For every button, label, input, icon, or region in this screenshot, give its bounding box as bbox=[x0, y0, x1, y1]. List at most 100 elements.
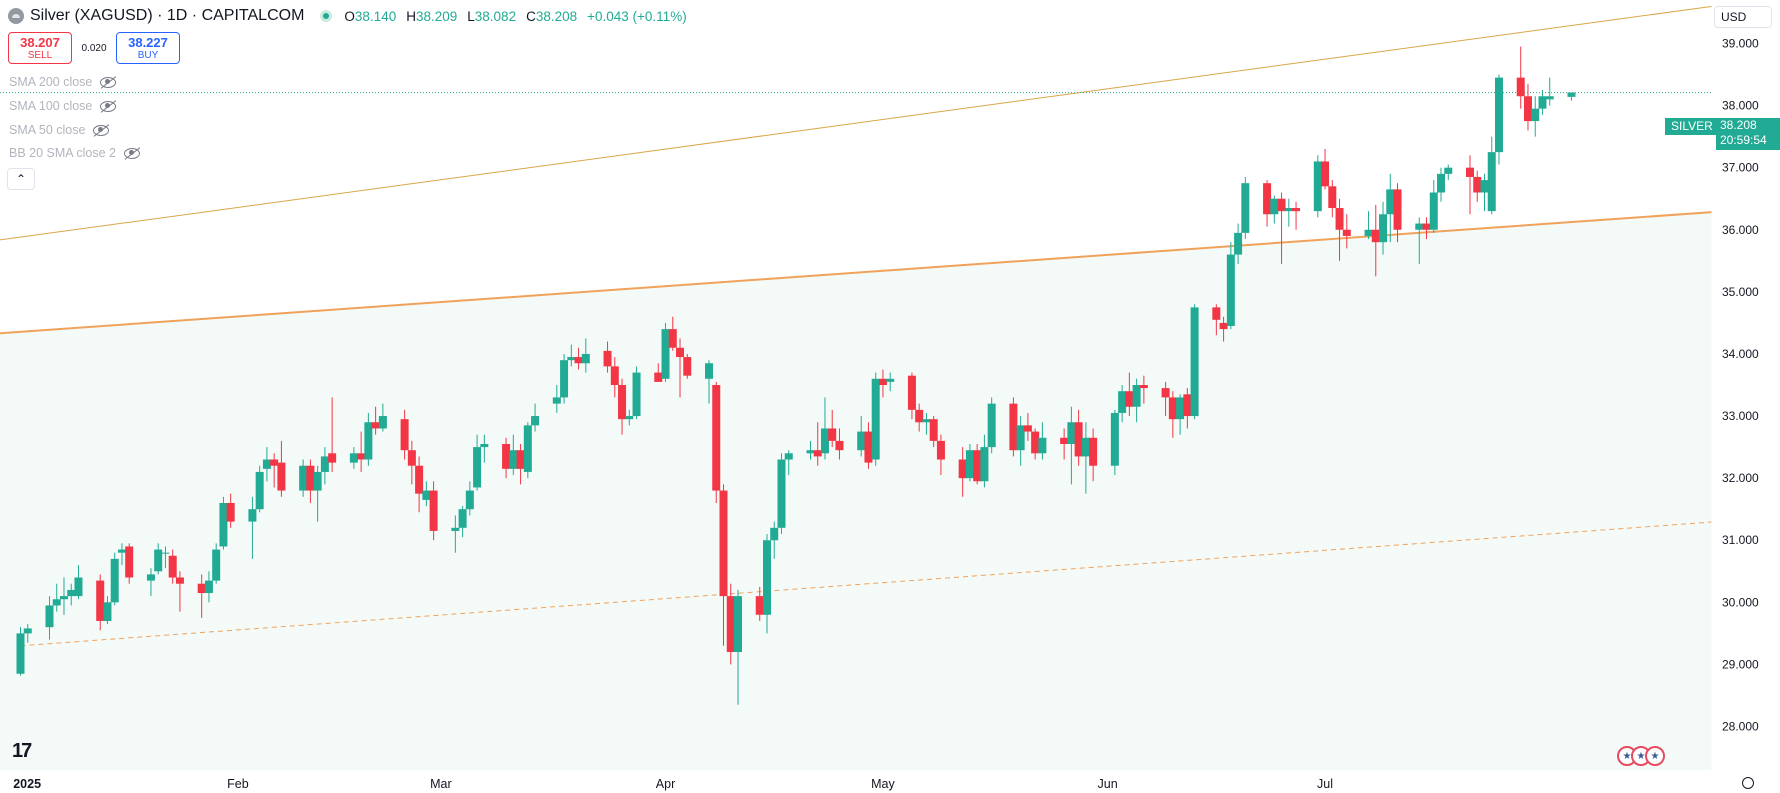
candle[interactable] bbox=[1444, 164, 1453, 181]
candle[interactable] bbox=[1335, 198, 1344, 261]
candle[interactable] bbox=[958, 447, 967, 497]
candle[interactable] bbox=[1212, 304, 1221, 336]
candle[interactable] bbox=[712, 381, 721, 503]
candle[interactable] bbox=[1139, 375, 1148, 404]
candle[interactable] bbox=[878, 369, 887, 398]
candle[interactable] bbox=[922, 412, 931, 435]
candle[interactable] bbox=[1429, 180, 1438, 233]
candle[interactable] bbox=[1342, 214, 1351, 249]
candle[interactable] bbox=[1219, 316, 1228, 342]
candle[interactable] bbox=[110, 552, 119, 606]
candle[interactable] bbox=[581, 338, 590, 373]
candle[interactable] bbox=[755, 586, 764, 621]
legend-sma-100[interactable]: SMA 100 close bbox=[9, 99, 117, 113]
candle[interactable] bbox=[1379, 201, 1388, 255]
candle[interactable] bbox=[813, 422, 822, 466]
legend-sma-50[interactable]: SMA 50 close bbox=[9, 123, 110, 137]
candle[interactable] bbox=[1190, 304, 1199, 420]
candle[interactable] bbox=[154, 543, 163, 575]
legend-bb-20[interactable]: BB 20 SMA close 2 bbox=[9, 146, 141, 160]
candle[interactable] bbox=[16, 627, 25, 676]
candle[interactable] bbox=[168, 549, 177, 584]
candle[interactable] bbox=[1234, 223, 1243, 264]
candle[interactable] bbox=[1060, 428, 1069, 460]
candle[interactable] bbox=[1386, 173, 1395, 243]
candle[interactable] bbox=[871, 372, 880, 466]
candle[interactable] bbox=[415, 456, 424, 513]
candle[interactable] bbox=[349, 447, 358, 469]
candle[interactable] bbox=[516, 443, 525, 485]
candle[interactable] bbox=[915, 403, 924, 432]
candle[interactable] bbox=[1110, 409, 1119, 476]
candle[interactable] bbox=[857, 416, 866, 457]
candle[interactable] bbox=[378, 403, 387, 432]
candle[interactable] bbox=[1516, 46, 1525, 109]
candle[interactable] bbox=[1067, 406, 1076, 485]
channel-line-upper[interactable] bbox=[0, 5, 1712, 241]
candle[interactable] bbox=[117, 543, 126, 566]
candle[interactable] bbox=[299, 459, 308, 497]
candle[interactable] bbox=[255, 465, 264, 513]
candle[interactable] bbox=[1277, 192, 1286, 264]
candle[interactable] bbox=[734, 589, 742, 705]
candle[interactable] bbox=[1183, 388, 1192, 429]
collapse-legend-button[interactable]: ⌃ bbox=[7, 168, 35, 190]
eye-crossed-icon[interactable] bbox=[124, 147, 141, 159]
candle[interactable] bbox=[973, 443, 982, 485]
candle[interactable] bbox=[357, 431, 366, 472]
candle[interactable] bbox=[1118, 385, 1127, 423]
candle[interactable] bbox=[1081, 422, 1090, 494]
candle[interactable] bbox=[625, 409, 634, 426]
candle[interactable] bbox=[705, 360, 714, 404]
candle[interactable] bbox=[654, 363, 663, 382]
candle[interactable] bbox=[52, 583, 61, 612]
candle[interactable] bbox=[45, 596, 54, 640]
candle[interactable] bbox=[1125, 372, 1134, 417]
candle[interactable] bbox=[886, 372, 895, 392]
candle[interactable] bbox=[719, 484, 728, 646]
candle[interactable] bbox=[1523, 83, 1532, 131]
candle[interactable] bbox=[603, 341, 612, 373]
legend-sma-200[interactable]: SMA 200 close bbox=[9, 75, 117, 89]
candle[interactable] bbox=[407, 440, 416, 485]
candle[interactable] bbox=[835, 428, 844, 460]
candle[interactable] bbox=[1567, 92, 1576, 101]
candle[interactable] bbox=[1422, 217, 1431, 240]
candle[interactable] bbox=[1089, 428, 1098, 482]
candle[interactable] bbox=[262, 447, 271, 482]
candle[interactable] bbox=[473, 434, 482, 491]
candle[interactable] bbox=[1263, 180, 1272, 227]
candle[interactable] bbox=[683, 353, 692, 379]
events-flags[interactable]: ★ ★ ★ bbox=[1617, 746, 1665, 766]
candle[interactable] bbox=[219, 496, 228, 550]
candle[interactable] bbox=[610, 357, 619, 398]
candle[interactable] bbox=[1176, 394, 1185, 435]
candle[interactable] bbox=[1132, 378, 1141, 423]
candle[interactable] bbox=[777, 453, 786, 535]
candle[interactable] bbox=[574, 347, 583, 370]
candle[interactable] bbox=[762, 534, 771, 634]
channel-line-lower[interactable] bbox=[20, 521, 1712, 647]
candle[interactable] bbox=[1016, 416, 1025, 466]
candle[interactable] bbox=[1531, 96, 1540, 137]
candle[interactable] bbox=[1270, 195, 1279, 224]
candle[interactable] bbox=[502, 437, 511, 479]
candle[interactable] bbox=[864, 422, 873, 469]
candle[interactable] bbox=[929, 416, 938, 448]
candle[interactable] bbox=[125, 543, 134, 584]
candle[interactable] bbox=[67, 583, 76, 606]
candle[interactable] bbox=[103, 596, 112, 625]
candle[interactable] bbox=[1545, 77, 1554, 106]
candle[interactable] bbox=[1009, 397, 1018, 457]
candle[interactable] bbox=[465, 481, 474, 516]
candle[interactable] bbox=[175, 571, 184, 612]
candle[interactable] bbox=[277, 440, 286, 497]
candle[interactable] bbox=[400, 409, 409, 460]
candle[interactable] bbox=[552, 385, 561, 413]
candle[interactable] bbox=[509, 434, 518, 476]
candle[interactable] bbox=[1038, 422, 1047, 460]
gear-icon[interactable] bbox=[1742, 777, 1754, 789]
sell-button[interactable]: 38.207 SELL bbox=[8, 32, 72, 64]
candle[interactable] bbox=[806, 440, 815, 460]
